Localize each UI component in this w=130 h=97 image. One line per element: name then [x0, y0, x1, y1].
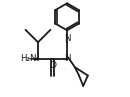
Text: N: N	[64, 54, 70, 63]
Text: H₂N: H₂N	[20, 54, 36, 63]
Text: N: N	[64, 34, 70, 43]
Text: O: O	[49, 61, 56, 70]
Polygon shape	[26, 57, 38, 60]
